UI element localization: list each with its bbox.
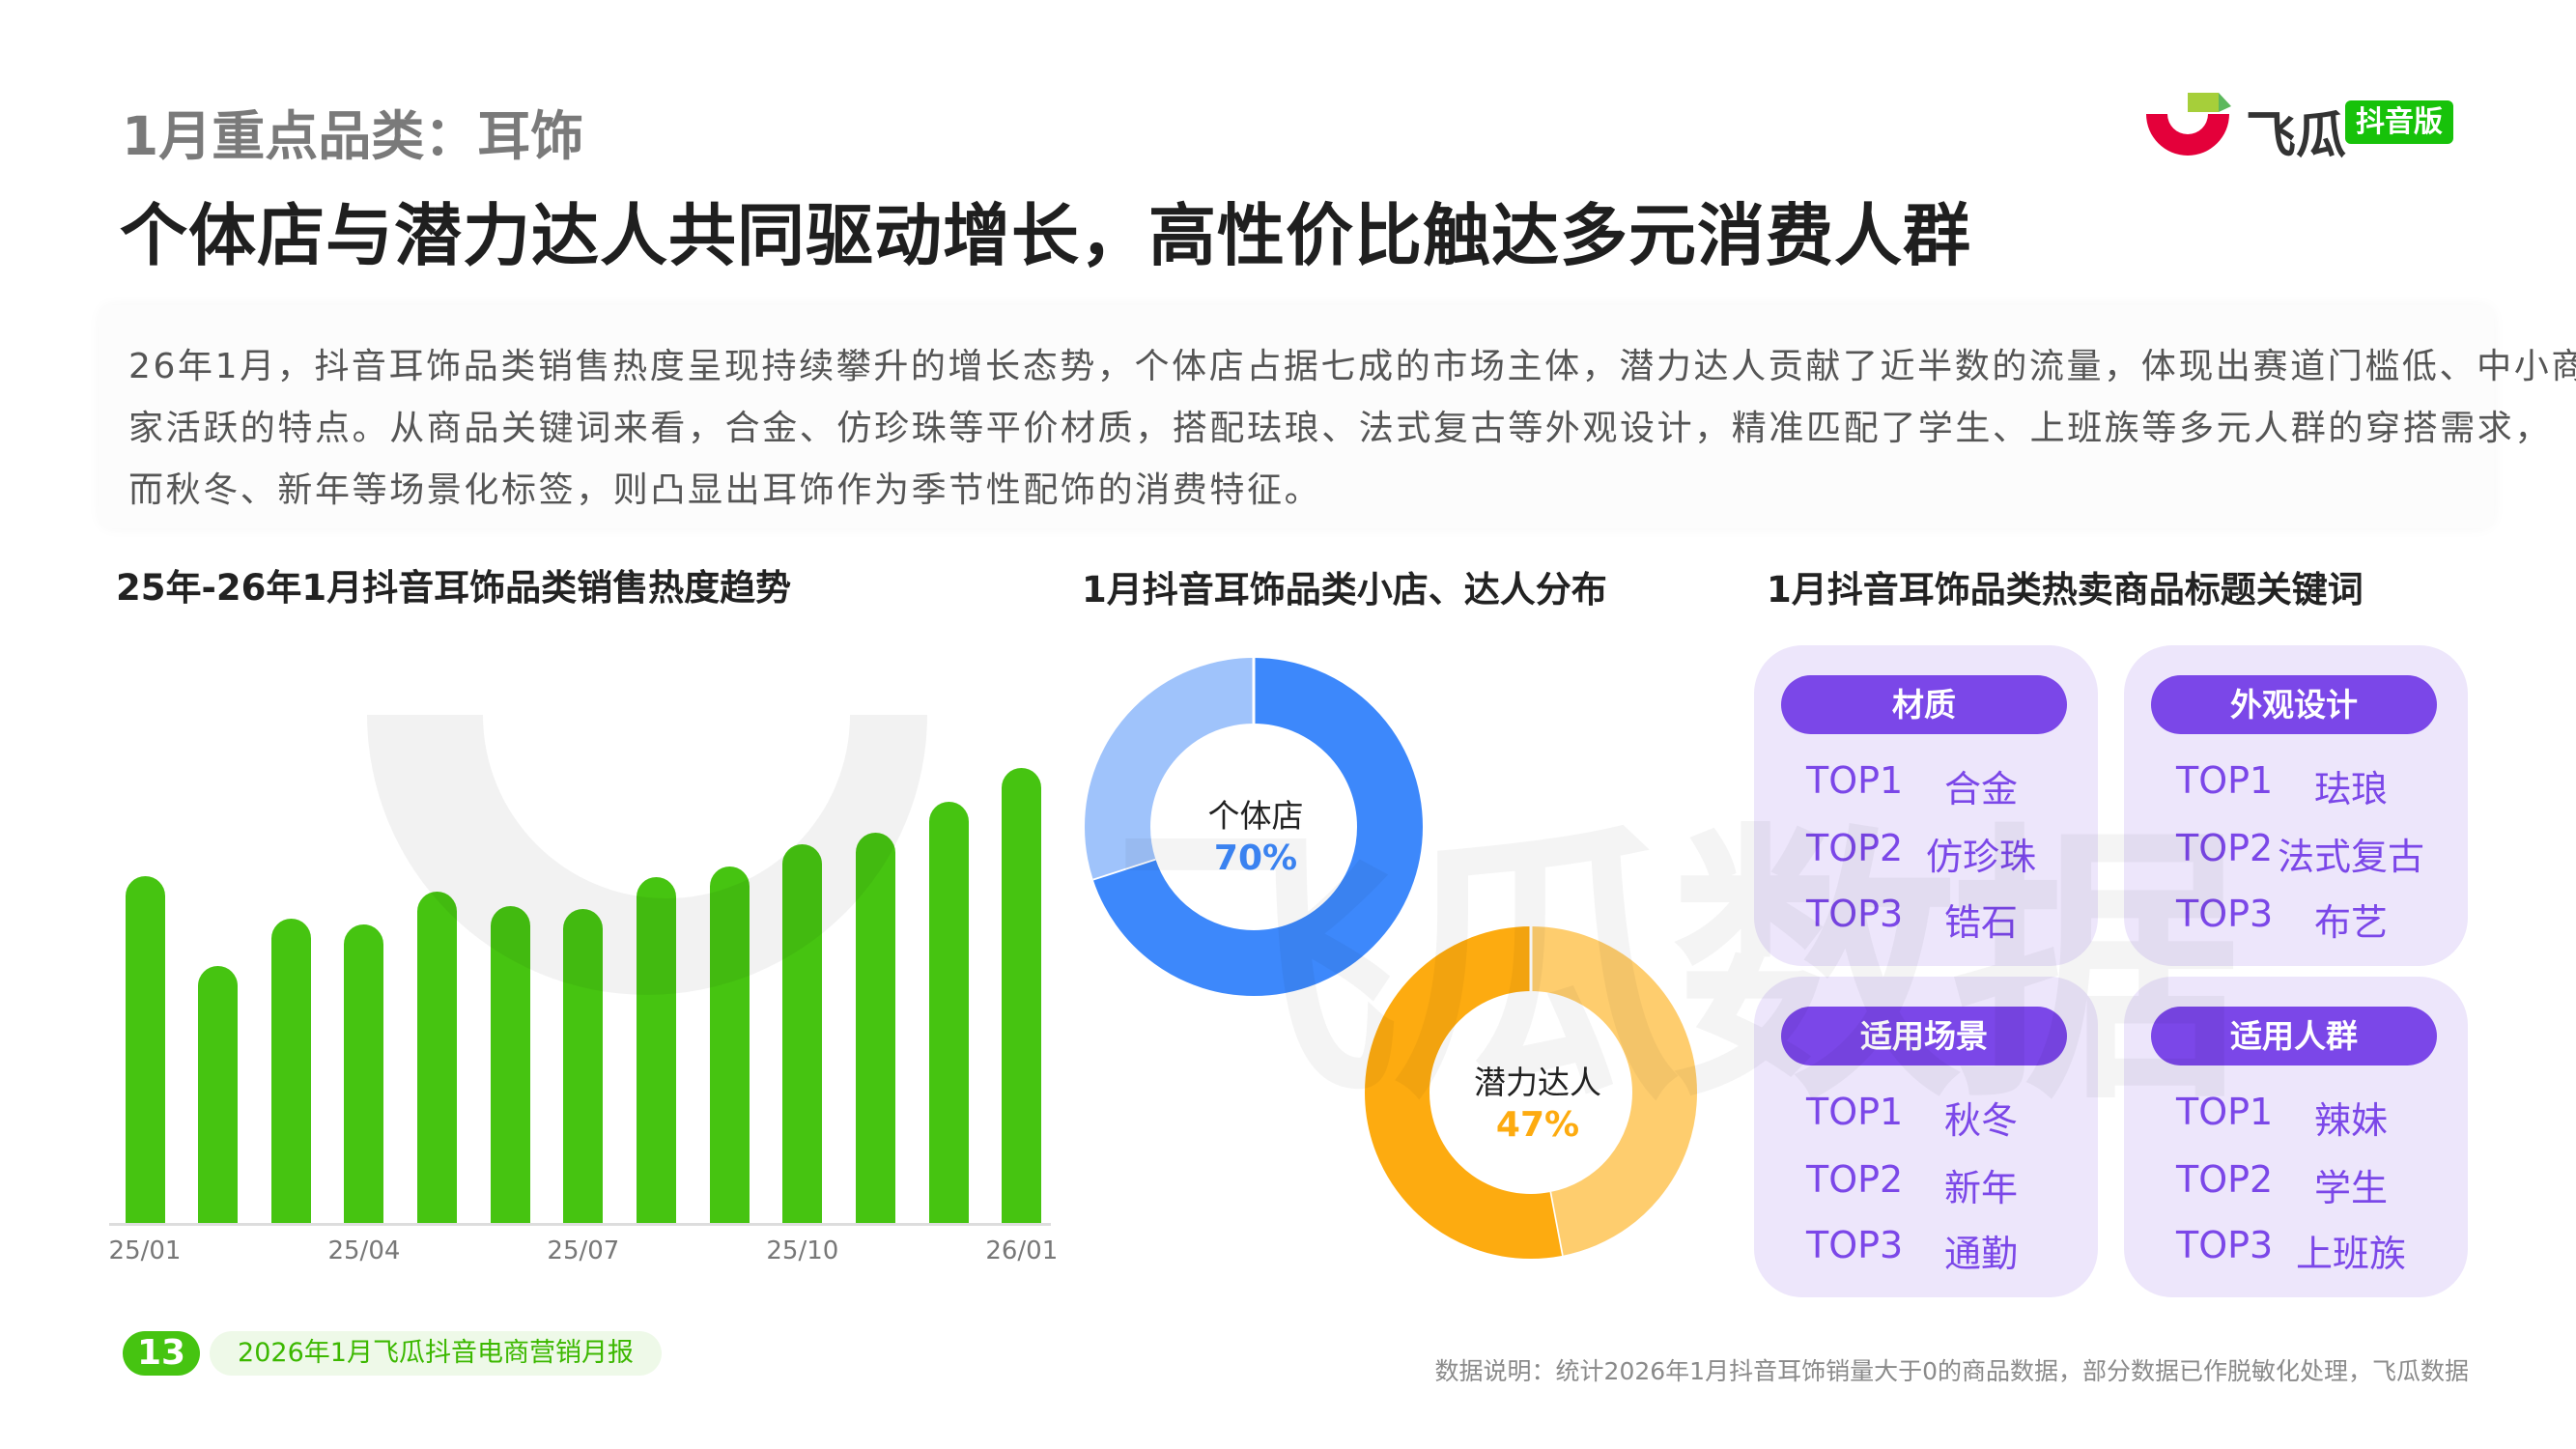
report-name-pill: 2026年1月飞瓜抖音电商营销月报 xyxy=(210,1331,662,1376)
keyword-text: 上班族 xyxy=(2295,1233,2406,1275)
keyword-category-pill: 外观设计 xyxy=(2151,675,2437,734)
bar-25/10 xyxy=(782,844,823,1223)
keyword-card: 适用场景 TOP1 秋冬 TOP2 新年 TOP3 通勤 xyxy=(1754,977,2098,1297)
bar-25/06 xyxy=(490,906,530,1223)
donut-label-store: 个体店 70% xyxy=(1159,790,1352,878)
bar-25/12 xyxy=(928,802,969,1223)
keyword-rank: TOP1 xyxy=(2176,1091,2274,1133)
keyword-text: 珐琅 xyxy=(2313,768,2388,810)
donut-label-influencer: 潜力达人 47% xyxy=(1441,1057,1634,1145)
bar-25/09 xyxy=(709,867,750,1223)
keyword-text: 锆石 xyxy=(1943,901,2018,944)
logo-badge: 抖音版 xyxy=(2345,100,2453,144)
bar-25/11 xyxy=(856,833,895,1223)
page-number-badge: 13 xyxy=(123,1331,200,1376)
keyword-text: 合金 xyxy=(1943,768,2018,810)
keyword-rank: TOP1 xyxy=(1806,1091,1904,1133)
keyword-card: 外观设计 TOP1 珐琅 TOP2 法式复古 TOP3 布艺 xyxy=(2124,645,2468,966)
keyword-card: 适用人群 TOP1 辣妹 TOP2 学生 TOP3 上班族 xyxy=(2124,977,2468,1297)
x-tick-label: 25/07 xyxy=(547,1236,620,1265)
donut-store-name: 个体店 xyxy=(1207,797,1304,835)
keyword-rank: TOP2 xyxy=(2176,1158,2274,1201)
trend-chart-title: 25年-26年1月抖音耳饰品类销售热度趋势 xyxy=(116,567,792,609)
donut-influencer-name: 潜力达人 xyxy=(1474,1064,1601,1101)
keyword-rank: TOP1 xyxy=(2176,759,2274,802)
trend-bar-chart: 25/01 25/04 25/07 25/10 26/01 xyxy=(0,0,1062,1294)
keyword-text: 法式复古 xyxy=(2277,836,2424,878)
keyword-text: 辣妹 xyxy=(2313,1099,2388,1142)
bar-25/03 xyxy=(270,919,311,1223)
page-title: 个体店与潜力达人共同驱动增长，高性价比触达多元消费人群 xyxy=(120,196,1971,275)
keyword-row: TOP1 珐琅 xyxy=(2124,759,2468,810)
keyword-rank: TOP2 xyxy=(1806,827,1904,869)
keyword-row: TOP1 合金 xyxy=(1754,759,2098,810)
distribution-donuts xyxy=(1085,658,1697,1259)
keyword-row: TOP1 辣妹 xyxy=(2124,1091,2468,1142)
keyword-card: 材质 TOP1 合金 TOP2 仿珍珠 TOP3 锆石 xyxy=(1754,645,2098,966)
bar-25/07 xyxy=(563,909,604,1223)
x-tick-label: 25/10 xyxy=(766,1236,839,1265)
x-tick-label: 26/01 xyxy=(985,1236,1059,1265)
keyword-text: 学生 xyxy=(2313,1167,2388,1209)
keyword-text: 通勤 xyxy=(1943,1233,2018,1275)
x-axis-line xyxy=(109,1223,1051,1226)
summary-line: 26年1月，抖音耳饰品类销售热度呈现持续攀升的增长态势，个体店占据七成的市场主体… xyxy=(128,347,2576,386)
bar-25/05 xyxy=(417,892,458,1223)
keyword-category-pill: 适用人群 xyxy=(2151,1007,2437,1065)
keyword-row: TOP3 布艺 xyxy=(2124,893,2468,944)
distribution-title: 1月抖音耳饰品类小店、达人分布 xyxy=(1082,569,1607,611)
brand-logo: 飞瓜 抖音版 xyxy=(2146,93,2475,165)
keyword-row: TOP1 秋冬 xyxy=(1754,1091,2098,1142)
summary-line: 而秋冬、新年等场景化标签，则凸显出耳饰作为季节性配饰的消费特征。 xyxy=(128,470,1322,510)
bar-25/08 xyxy=(637,877,677,1223)
keyword-row: TOP3 锆石 xyxy=(1754,893,2098,944)
keyword-text: 新年 xyxy=(1943,1167,2018,1209)
keyword-rank: TOP2 xyxy=(2176,827,2274,869)
keyword-rank: TOP3 xyxy=(1806,893,1904,935)
bar-26/01 xyxy=(1002,768,1042,1223)
bar-25/01 xyxy=(125,876,165,1223)
summary-line: 家活跃的特点。从商品关键词来看，合金、仿珍珠等平价材质，搭配珐琅、法式复古等外观… xyxy=(128,409,2553,448)
source-note: 数据说明：统计2026年1月抖音耳饰销量大于0的商品数据，部分数据已作脱敏化处理… xyxy=(1434,1357,2469,1385)
keyword-rank: TOP1 xyxy=(1806,759,1904,802)
keyword-title: 1月抖音耳饰品类热卖商品标题关键词 xyxy=(1767,569,2364,611)
bar-25/04 xyxy=(344,924,384,1223)
feigua-logo-icon xyxy=(2146,93,2231,156)
bar-25/02 xyxy=(198,966,239,1223)
x-tick-label: 25/01 xyxy=(108,1236,182,1265)
keyword-category-pill: 适用场景 xyxy=(1781,1007,2067,1065)
keyword-category-pill: 材质 xyxy=(1781,675,2067,734)
keyword-rank: TOP2 xyxy=(1806,1158,1904,1201)
keyword-row: TOP2 新年 xyxy=(1754,1158,2098,1209)
donut-store-percent: 70% xyxy=(1213,838,1298,878)
summary-box: 26年1月，抖音耳饰品类销售热度呈现持续攀升的增长态势，个体店占据七成的市场主体… xyxy=(99,305,2576,528)
logo-brand-text: 飞瓜 xyxy=(2246,107,2347,165)
keyword-text: 仿珍珠 xyxy=(1925,836,2036,878)
donut-influencer-percent: 47% xyxy=(1495,1105,1580,1145)
page-subtitle: 1月重点品类：耳饰 xyxy=(122,105,584,167)
keyword-rank: TOP3 xyxy=(2176,1224,2274,1266)
keyword-rank: TOP3 xyxy=(1806,1224,1904,1266)
keyword-row: TOP2 学生 xyxy=(2124,1158,2468,1209)
keyword-text: 布艺 xyxy=(2313,901,2388,944)
donut-separator xyxy=(1548,1191,1564,1257)
donut-separator xyxy=(1092,857,1156,881)
keyword-text: 秋冬 xyxy=(1943,1099,2018,1142)
keyword-row: TOP2 法式复古 xyxy=(2124,827,2468,878)
keyword-row: TOP3 通勤 xyxy=(1754,1224,2098,1275)
x-tick-label: 25/04 xyxy=(327,1236,401,1265)
keyword-row: TOP2 仿珍珠 xyxy=(1754,827,2098,878)
keyword-rank: TOP3 xyxy=(2176,893,2274,935)
keyword-row: TOP3 上班族 xyxy=(2124,1224,2468,1275)
